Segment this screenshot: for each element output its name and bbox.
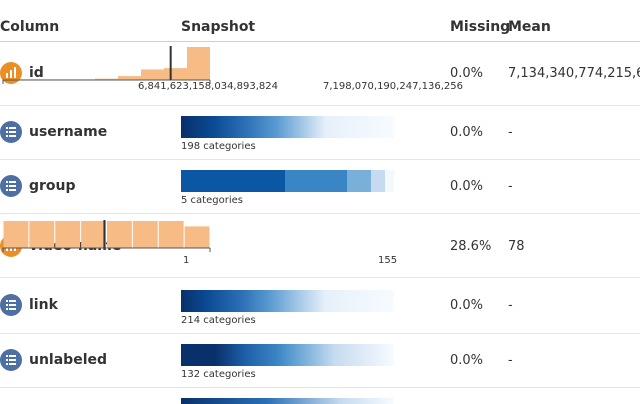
hist-bar <box>81 221 106 248</box>
category-bar <box>181 290 394 312</box>
mean-value: 7,134,340,774,215,604 <box>508 66 640 81</box>
hist-bar <box>107 221 132 248</box>
list-icon <box>0 349 22 371</box>
category-segment <box>370 170 386 192</box>
table-row-id[interactable]: id 6,841,623,158,034,893,824 7,198,070,1… <box>0 42 640 106</box>
column-name: id <box>29 65 44 81</box>
category-count: 198 categories <box>181 141 256 152</box>
category-distribution: 214 categories <box>181 290 394 326</box>
category-distribution: 132 categories <box>181 344 394 380</box>
mean-value: - <box>508 125 513 140</box>
mean-value: - <box>508 179 513 194</box>
table-row-link[interactable]: link 214 categories 0.0% - <box>0 278 640 334</box>
table-row-group[interactable]: group 5 categories 0.0% - <box>0 160 640 214</box>
column-name: group <box>29 178 76 194</box>
column-name: unlabeled <box>29 352 108 368</box>
missing-header[interactable]: Missing <box>450 19 511 35</box>
category-segment <box>181 170 286 192</box>
missing-value: 0.0% <box>450 66 484 81</box>
hist-bar <box>164 68 187 80</box>
category-count: 5 categories <box>181 195 243 206</box>
hist-min-tick: 6,841,623,158,034,893,824 <box>138 81 278 92</box>
category-count: 132 categories <box>181 369 256 380</box>
hist-bar <box>158 221 184 248</box>
category-distribution: 5 categories <box>181 170 394 206</box>
hist-bar <box>141 69 164 80</box>
mean-value: - <box>508 298 513 313</box>
table-row-video-name[interactable]: video-name 1 155 28.6% 78 <box>0 214 640 278</box>
table-header: Column Snapshot Missing Mean <box>0 0 640 42</box>
hist-max-tick: 155 <box>378 255 398 266</box>
hist-bar <box>187 47 210 80</box>
category-distribution: 198 categories <box>181 116 394 152</box>
hist-bar <box>132 221 158 248</box>
missing-value: 0.0% <box>450 125 484 140</box>
snapshot-header[interactable]: Snapshot <box>181 19 256 35</box>
category-segment <box>285 170 348 192</box>
hist-bar <box>95 78 118 80</box>
hist-bar <box>3 221 29 248</box>
list-icon <box>0 121 22 143</box>
hist-min-tick: 1 <box>183 255 190 266</box>
column-header[interactable]: Column <box>0 19 60 35</box>
category-bar <box>181 398 394 404</box>
hist-bar <box>55 221 81 248</box>
category-bar <box>181 344 394 366</box>
category-bar <box>181 170 394 192</box>
missing-value: 0.0% <box>450 179 484 194</box>
hist-bar <box>29 221 55 248</box>
histogram-id <box>0 46 213 90</box>
category-segment <box>385 170 394 192</box>
mean-value: - <box>508 353 513 368</box>
missing-value: 28.6% <box>450 239 492 254</box>
table-row-unlabeled[interactable]: unlabeled 132 categories 0.0% - <box>0 334 640 388</box>
category-bar <box>181 116 394 138</box>
category-segment <box>347 170 371 192</box>
hist-bar <box>184 226 210 248</box>
column-name: link <box>29 297 58 313</box>
hist-max-tick: 7,198,070,190,247,136,256 <box>323 81 463 92</box>
table-row-username[interactable]: username 198 categories 0.0% - <box>0 106 640 160</box>
mean-header[interactable]: Mean <box>508 19 551 35</box>
column-name: username <box>29 124 108 140</box>
hist-bar <box>118 76 141 80</box>
mean-value: 78 <box>508 239 525 254</box>
category-count: 214 categories <box>181 315 256 326</box>
missing-value: 0.0% <box>450 298 484 313</box>
list-icon <box>0 294 22 316</box>
list-icon <box>0 175 22 197</box>
table-row-next[interactable] <box>0 388 640 404</box>
histogram-video-name <box>0 220 213 264</box>
missing-value: 0.0% <box>450 353 484 368</box>
bar-chart-icon <box>0 62 22 84</box>
